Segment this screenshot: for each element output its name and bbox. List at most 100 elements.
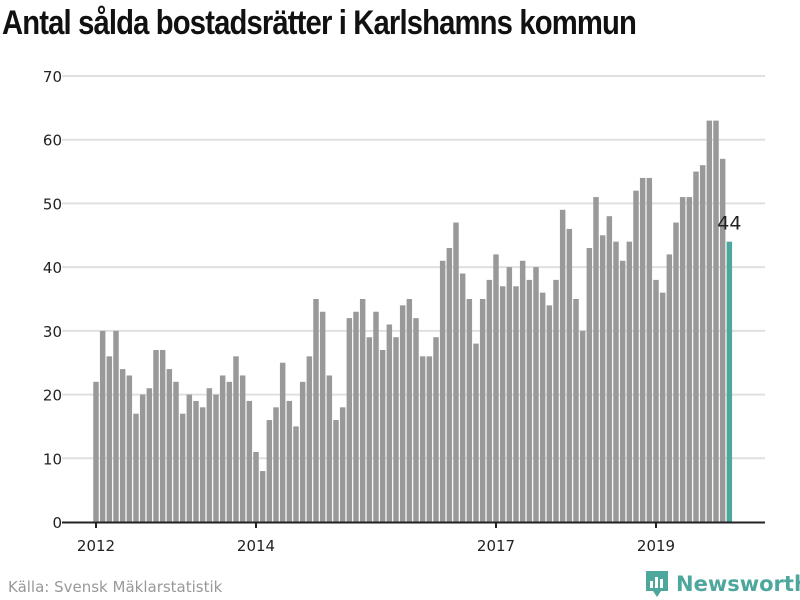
bar [473,343,479,522]
bar [559,209,566,523]
bar [513,286,519,522]
bar [219,375,226,522]
bar [693,171,699,523]
bar [186,394,193,522]
bar [286,400,293,522]
bar [393,337,399,522]
bar [499,286,506,522]
bar [293,426,299,522]
x-tick-label: 2012 [77,537,115,555]
bar [553,279,559,522]
bar [259,471,266,522]
bar [153,349,159,522]
bar [126,375,133,522]
bar [326,375,333,522]
bar [333,420,339,522]
x-tick-label: 2017 [477,537,515,555]
y-tick-label: 40 [43,259,62,277]
y-tick-label: 10 [43,450,62,468]
bar [306,356,313,522]
y-tick-label: 0 [52,514,62,532]
bar [179,413,186,522]
bar [133,413,139,522]
bar [633,190,639,522]
bar [546,305,553,522]
bar [213,394,219,522]
bar [139,394,146,522]
source-text: Källa: Svensk Mäklarstatistik [8,578,223,596]
y-tick-label: 60 [43,132,62,150]
bar [446,248,453,522]
bar [646,177,653,522]
bar [146,388,153,522]
y-tick-label: 50 [43,195,62,213]
bar [613,241,619,522]
bar [226,381,233,522]
highlight-value-label: 44 [717,213,741,235]
brand-name: Newsworthy [676,572,800,596]
bar [686,197,693,523]
bar [406,299,413,522]
bar [233,356,239,522]
bar [353,311,359,522]
bar [279,362,286,522]
bar [433,337,439,522]
bar [346,318,353,522]
bar [533,267,539,522]
bar [193,400,199,522]
bar [266,420,273,522]
x-tick-label: 2019 [637,537,675,555]
bar [539,292,546,522]
bar [486,279,493,522]
bar [373,311,379,522]
chart-title: Antal sålda bostadsrätter i Karlshamns k… [2,4,637,42]
bar [113,330,119,522]
bar [379,349,386,522]
bar [339,407,346,522]
bar [573,299,579,522]
bar [493,254,499,522]
bar [106,356,113,522]
bar [93,381,99,522]
bar [526,279,533,522]
bar [706,120,713,522]
bar [726,241,733,522]
bar [579,330,586,522]
y-tick-label: 20 [43,387,62,405]
bar [313,299,319,522]
bar [653,279,659,522]
bar [273,407,279,522]
bar [166,369,173,522]
newsworthy-logo-icon [646,571,668,597]
bar [253,451,259,522]
bar [699,165,706,522]
bar [626,241,633,522]
bar [519,260,526,522]
x-tick-label: 2014 [237,537,275,555]
bar [679,197,686,523]
bar [239,375,246,522]
bar [319,311,326,522]
bar [713,120,719,522]
bar [399,305,406,522]
newsworthy-logo[interactable]: Newsworthy [644,569,800,599]
bar [666,254,673,522]
bar [426,356,433,522]
bar [419,356,426,522]
bar [659,292,666,522]
bar [506,267,513,522]
bar [246,400,253,522]
bar [599,235,606,523]
bar [459,273,466,522]
bar [413,318,419,522]
bar [639,177,646,522]
bar [173,381,179,522]
y-tick-label: 70 [43,68,62,86]
bar [99,330,106,522]
bar [466,299,473,522]
bar [199,407,206,522]
bar [566,228,573,522]
bar [366,337,373,522]
bar [359,299,366,522]
